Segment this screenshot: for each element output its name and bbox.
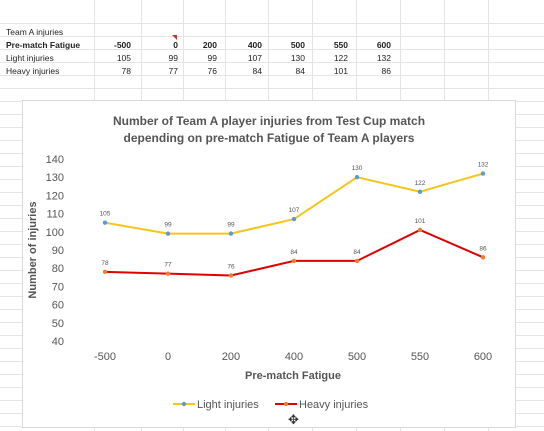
fatigue-header-cell: 0 — [173, 40, 178, 50]
light-injuries-cell: 132 — [376, 53, 391, 63]
heavy-injuries-cell: 78 — [121, 66, 131, 76]
chart-title: Number of Team A player injuries from Te… — [23, 113, 515, 147]
sheet-row-line — [0, 88, 544, 89]
y-tick-label: 100 — [46, 227, 64, 239]
fatigue-header-label: Pre-match Fatigue — [6, 40, 81, 50]
light-injuries-label: Light injuries — [6, 53, 54, 63]
data-label: 99 — [164, 222, 172, 229]
light-injuries-cell: 99 — [168, 53, 178, 63]
fatigue-header-cell: 400 — [247, 40, 262, 50]
light-injuries-point — [165, 231, 171, 236]
light-injuries-point — [417, 189, 423, 194]
heavy-injuries-point — [480, 255, 486, 260]
x-tick-label: 200 — [222, 351, 240, 363]
y-axis-title: Number of injuries — [27, 201, 39, 298]
data-label: 78 — [101, 260, 109, 267]
x-tick-label: 500 — [348, 351, 366, 363]
chart-title-line-1: Number of Team A player injuries from Te… — [112, 114, 426, 128]
light-injuries-cell: 130 — [290, 53, 305, 63]
data-label: 84 — [353, 249, 361, 256]
light-injuries-cell: 122 — [333, 53, 348, 63]
fatigue-header-cell: 200 — [202, 40, 217, 50]
comment-indicator[interactable] — [172, 35, 177, 40]
heavy-injuries-cell: 84 — [295, 66, 305, 76]
y-tick-label: 120 — [46, 190, 64, 202]
heavy-injuries-cell: 101 — [333, 66, 348, 76]
sheet-row-line — [0, 75, 544, 76]
fatigue-header-cell: 600 — [376, 40, 391, 50]
data-label: 84 — [290, 249, 298, 256]
data-label: 122 — [415, 180, 426, 187]
sheet-row-line — [0, 23, 544, 24]
table-title: Team A injuries — [6, 27, 64, 37]
y-tick-label: 110 — [46, 209, 64, 221]
heavy-injuries-cell: 77 — [168, 66, 178, 76]
legend-marker — [181, 401, 187, 407]
heavy-injuries-point — [102, 269, 108, 275]
y-tick-label: 90 — [52, 245, 64, 257]
heavy-injuries-point — [354, 258, 360, 264]
heavy-injuries-point — [291, 258, 297, 264]
sheet-row-line — [0, 62, 544, 63]
y-tick-label: 50 — [52, 318, 64, 330]
light-injuries-cell: 105 — [116, 53, 131, 63]
x-tick-label: 550 — [411, 351, 429, 363]
x-axis-title: Pre-match Fatigue — [245, 370, 341, 382]
light-injuries-point — [291, 216, 297, 222]
light-injuries-line — [104, 172, 484, 235]
heavy-injuries-point — [165, 271, 171, 276]
sheet-row-line — [0, 49, 544, 50]
heavy-injuries-point — [417, 227, 423, 233]
y-tick-label: 40 — [52, 336, 64, 348]
data-label: 132 — [478, 162, 489, 169]
sheet-row-line — [0, 36, 544, 37]
light-injuries-point — [228, 231, 234, 236]
chart-title-line-2: depending on pre-match Fatigue of Team A… — [123, 131, 415, 145]
light-injuries-cell: 107 — [247, 53, 262, 63]
fatigue-header-cell: 550 — [333, 40, 348, 50]
data-label: 130 — [352, 165, 363, 172]
x-tick-label: 0 — [165, 351, 171, 363]
fatigue-header-cell: -500 — [113, 40, 131, 50]
move-cursor-icon: ✥ — [288, 412, 299, 427]
heavy-injuries-point — [228, 273, 234, 278]
y-tick-label: 80 — [52, 263, 64, 275]
y-tick-label: 60 — [52, 300, 64, 312]
legend-heavy-label: Heavy injuries — [299, 399, 369, 411]
data-label: 76 — [227, 263, 235, 270]
data-label: 107 — [289, 207, 300, 214]
y-tick-label: 140 — [46, 154, 64, 166]
x-tick-label: -500 — [94, 351, 116, 363]
heavy-injuries-cell: 86 — [381, 66, 391, 76]
heavy-injuries-cell: 76 — [207, 66, 217, 76]
y-tick-label: 70 — [52, 281, 64, 293]
legend-marker — [283, 401, 289, 407]
line-chart[interactable]: Number of Team A player injuries from Te… — [22, 100, 516, 428]
heavy-injuries-cell: 84 — [252, 66, 262, 76]
fatigue-header-cell: 500 — [290, 40, 305, 50]
light-injuries-point — [102, 220, 108, 225]
x-tick-label: 600 — [474, 351, 492, 363]
x-tick-label: 400 — [285, 351, 303, 363]
legend-light-label: Light injuries — [197, 399, 259, 411]
data-label: 77 — [164, 262, 172, 269]
light-injuries-point — [354, 175, 360, 180]
data-label: 101 — [415, 218, 426, 225]
y-tick-label: 130 — [46, 172, 64, 184]
heavy-injuries-label: Heavy injuries — [6, 66, 60, 76]
data-label: 105 — [100, 211, 111, 218]
light-injuries-cell: 99 — [207, 53, 217, 63]
light-injuries-point — [480, 171, 486, 176]
chart-plot-area: 40 50 60 70 80 90 100 110 120 130 140 -500 0 200 400 50… — [27, 154, 492, 411]
data-label: 99 — [227, 222, 235, 229]
data-label: 86 — [479, 245, 487, 252]
